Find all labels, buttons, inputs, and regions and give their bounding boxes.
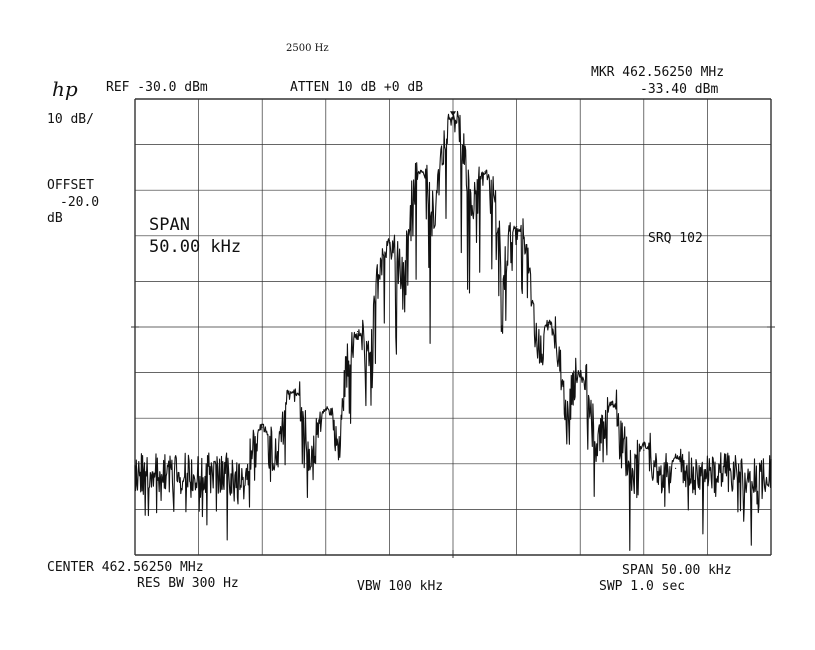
peak-point xyxy=(579,372,581,374)
marker-icon xyxy=(450,111,456,117)
peak-point xyxy=(261,426,263,428)
peak-point xyxy=(643,449,645,451)
peak-point xyxy=(547,321,550,324)
peak-point xyxy=(357,330,359,333)
atten-readout: ATTEN 10 dB +0 dB xyxy=(290,80,424,95)
peak-point xyxy=(293,390,295,392)
marker-frequency: MKR 462.56250 MHz xyxy=(591,65,725,80)
res-bw: RES BW 300 Hz xyxy=(137,576,239,591)
srq-readout: SRQ 102 xyxy=(648,231,703,246)
center-frequency: CENTER 462.56250 MHz xyxy=(47,560,204,575)
graticule xyxy=(134,98,772,556)
peak-point xyxy=(484,171,486,173)
edge-ticks xyxy=(131,326,775,558)
peak-point xyxy=(388,239,390,241)
peak-point xyxy=(452,116,454,118)
offset-unit: dB xyxy=(47,211,63,226)
hp-logo: hp xyxy=(52,77,78,101)
chart-title: 2500 Hz xyxy=(286,43,329,54)
span-readout: SPAN 50.00 kHz xyxy=(622,563,732,578)
peak-point xyxy=(516,226,518,228)
scale-per-division: 10 dB/ xyxy=(47,112,94,127)
offset-value: -20.0 xyxy=(60,195,100,210)
offset-label: OFFSET xyxy=(47,178,94,193)
peak-point xyxy=(611,403,613,406)
peak-point xyxy=(420,171,422,173)
vbw: VBW 100 kHz xyxy=(357,579,444,594)
ref-level: REF -30.0 dBm xyxy=(106,80,208,95)
span-overlay-value: 50.00 kHz xyxy=(149,237,242,257)
sweep-time: SWP 1.0 sec xyxy=(599,579,686,594)
spectrum-trace xyxy=(134,110,772,551)
marker-level: -33.40 dBm xyxy=(640,82,719,97)
peak-point xyxy=(325,408,327,410)
peak-point xyxy=(675,467,677,469)
peak-marks xyxy=(261,116,677,469)
span-overlay-label: SPAN xyxy=(149,215,190,235)
